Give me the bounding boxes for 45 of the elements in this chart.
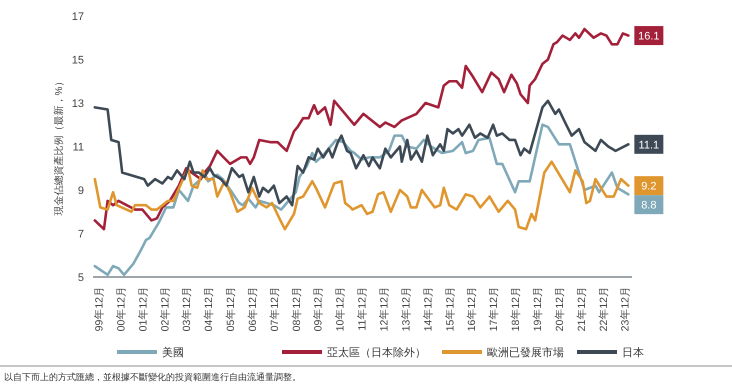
x-tick-label: 01年12月 [137,286,150,332]
x-tick-label: 22年12月 [598,286,610,332]
x-tick-label: 02年12月 [159,286,172,332]
y-tick-label: 17 [72,11,84,23]
x-tick-label: 13年12月 [400,286,412,332]
x-tick-label: 99年12月 [93,286,106,332]
line-series [94,28,630,230]
annotation: 9.2 [641,180,656,193]
line-series [94,160,630,230]
x-tick-label: 11年12月 [356,286,369,331]
legend-label: 美國 [162,346,184,359]
x-tick-label: 00年12月 [115,286,128,332]
x-tick-label: 12年12月 [378,286,391,332]
line-series [94,100,630,207]
text: 以自下而上的方式匯總，並根據不斷變化的投資範圍進行自由流通量調整。 [4,372,301,382]
x-tick-label: 18年12月 [510,286,522,332]
x-tick-label: 20年12月 [554,286,566,332]
legend-label: 日本 [622,346,644,359]
x-tick-label: 16年12月 [466,286,478,332]
x-tick-label: 23年12月 [620,286,632,332]
x-tick-label: 17年12月 [488,286,500,332]
x-tick-label: 07年12月 [268,286,281,332]
x-tick-label: 10年12月 [334,286,347,332]
legend-label: 歐洲已發展市場 [487,346,564,359]
x-tick-label: 08年12月 [290,286,303,332]
y-tick-label: 13 [72,98,84,110]
x-tick-label: 14年12月 [422,286,434,332]
annotation: 8.8 [641,200,656,212]
y-tick-label: 5 [78,272,84,284]
y-tick-label: 9 [78,185,84,197]
y-axis-title: 現金佔總資產比例（最新，%） [53,76,65,216]
x-tick-label: 03年12月 [181,286,194,332]
x-tick-label: 06年12月 [246,286,259,332]
x-tick-label: 05年12月 [225,286,238,332]
x-tick-label: 04年12月 [203,286,216,332]
x-tick-label: 21年12月 [576,286,588,332]
annotation: 11.1 [638,139,660,152]
y-tick-label: 11 [72,142,84,154]
y-tick-label: 15 [72,54,84,66]
y-tick-label: 7 [78,228,84,240]
legend-label: 亞太區（日本除外） [327,346,426,359]
annotation: 16.1 [638,30,660,43]
x-tick-label: 15年12月 [444,286,456,332]
x-tick-label: 19年12月 [532,286,544,332]
x-tick-label: 09年12月 [312,286,325,332]
